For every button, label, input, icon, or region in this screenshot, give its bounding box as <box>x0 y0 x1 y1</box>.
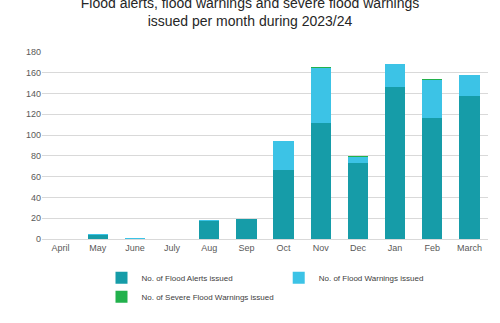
svg-text:160: 160 <box>26 68 41 78</box>
svg-text:Nov: Nov <box>313 243 330 253</box>
svg-text:Jan: Jan <box>388 243 403 253</box>
svg-text:180: 180 <box>26 47 41 57</box>
svg-text:Aug: Aug <box>201 243 217 253</box>
svg-text:60: 60 <box>31 172 41 182</box>
svg-text:Oct: Oct <box>277 243 292 253</box>
svg-text:April: April <box>52 243 70 253</box>
svg-text:No. of Flood Alerts issued: No. of Flood Alerts issued <box>142 274 233 283</box>
svg-text:40: 40 <box>31 193 41 203</box>
svg-text:No. of Severe Flood Warnings i: No. of Severe Flood Warnings issued <box>142 293 274 302</box>
svg-text:100: 100 <box>26 130 41 140</box>
svg-text:20: 20 <box>31 213 41 223</box>
svg-text:Feb: Feb <box>424 243 440 253</box>
svg-text:No. of Flood Warnings issued: No. of Flood Warnings issued <box>319 274 424 283</box>
svg-text:June: June <box>125 243 145 253</box>
svg-text:May: May <box>89 243 107 253</box>
svg-text:Sep: Sep <box>238 243 254 253</box>
svg-text:March: March <box>457 243 482 253</box>
svg-text:120: 120 <box>26 109 41 119</box>
svg-text:July: July <box>164 243 181 253</box>
svg-text:80: 80 <box>31 151 41 161</box>
svg-text:0: 0 <box>36 234 41 244</box>
svg-text:140: 140 <box>26 89 41 99</box>
svg-text:Flood alerts, flood warnings a: Flood alerts, flood warnings and severe … <box>81 0 420 29</box>
svg-text:Dec: Dec <box>350 243 367 253</box>
